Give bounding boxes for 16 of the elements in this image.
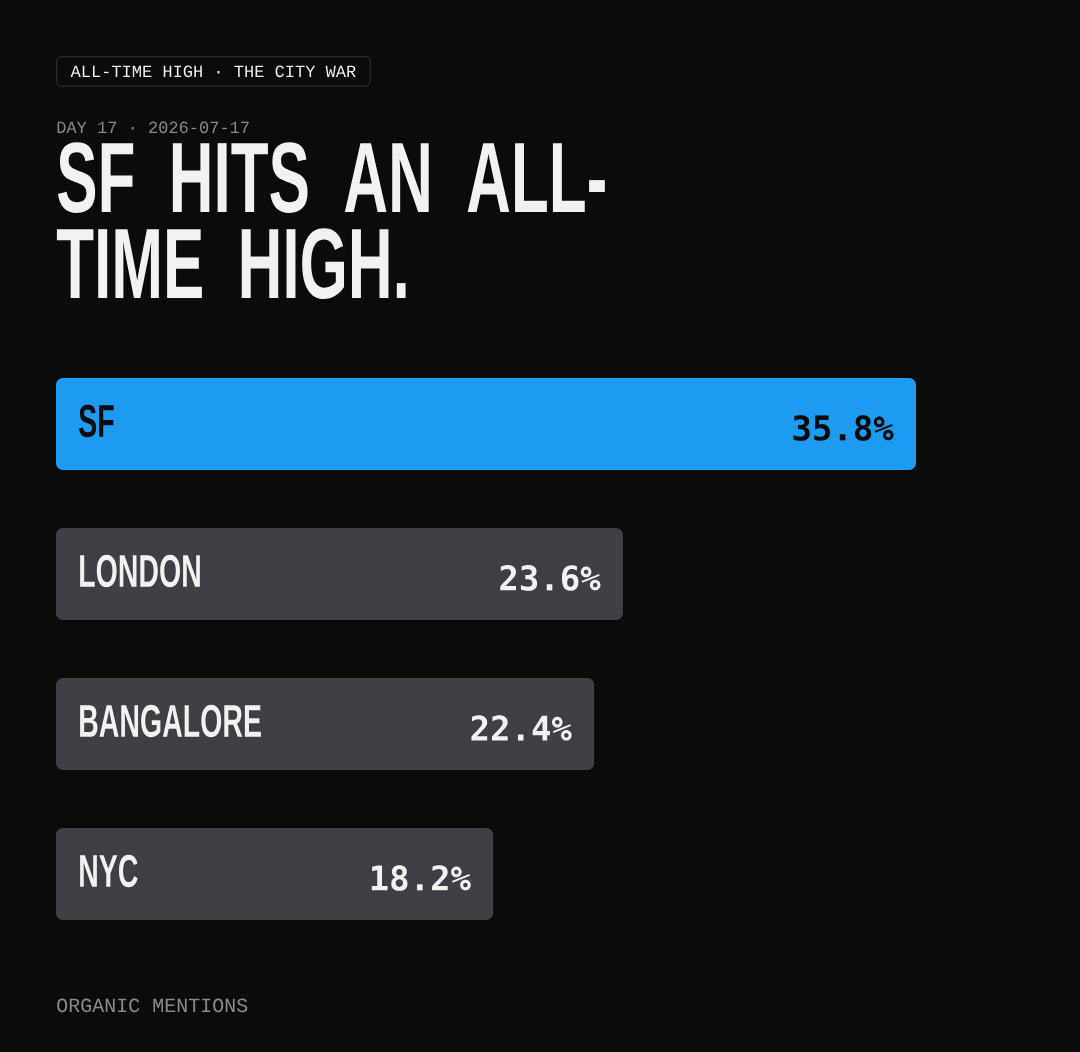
chart-subtitle: DAY 17 · 2026-07-17 [57, 121, 249, 134]
y-tick-label: BANGALORE [80, 704, 261, 738]
bar [56, 527, 623, 620]
y-tick-label: NYC [80, 854, 138, 888]
data-label: 35.8% [793, 415, 894, 441]
text: ALL-TIME HIGH · THE CITY WAR [70, 65, 356, 78]
data-label: 22.4% [471, 715, 572, 741]
bar [56, 677, 595, 770]
chart-title: SF HITS AN ALL-TIME HIGH. [56, 142, 605, 299]
data-label: 18.2% [371, 865, 471, 891]
text: ORGANIC MENTIONS [57, 998, 248, 1013]
data-label: 23.6% [500, 565, 601, 591]
bar [56, 827, 494, 920]
y-tick-label: LONDON [80, 554, 200, 588]
y-tick-label: SF [79, 404, 114, 438]
bar [56, 377, 916, 470]
